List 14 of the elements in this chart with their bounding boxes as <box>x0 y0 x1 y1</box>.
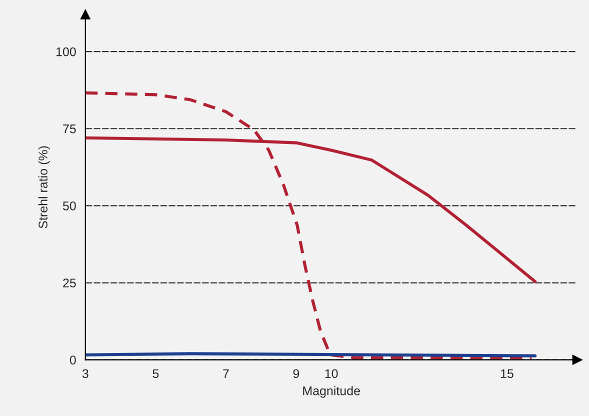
x-tick-label: 10 <box>325 369 338 378</box>
y-tick-label: 25 <box>63 278 76 288</box>
line-series <box>85 91 534 360</box>
x-tick-label: 3 <box>82 369 88 378</box>
y-tick-label: 100 <box>56 47 76 56</box>
x-tick-label: 5 <box>152 369 159 378</box>
y-tick-label: 0 <box>70 356 76 364</box>
y-tick-label: 75 <box>63 124 76 134</box>
x-tick-label: 15 <box>500 369 514 378</box>
y-tick-label: 50 <box>62 202 76 210</box>
x-tick-label: 9 <box>293 369 300 378</box>
x-axis-title: Magnitude <box>303 386 360 398</box>
y-axis-title: Strehl ratio (%) <box>38 146 50 228</box>
x-tick-label: 7 <box>223 369 229 378</box>
